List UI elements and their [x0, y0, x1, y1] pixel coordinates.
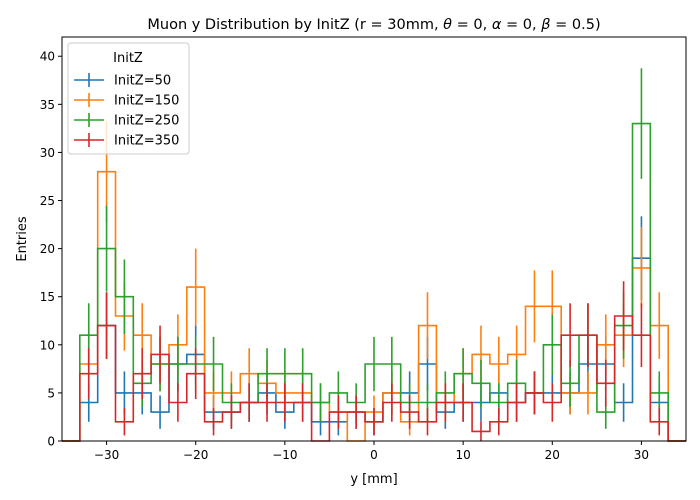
y-tick-label-5: 25: [40, 194, 55, 208]
series-InitZ=350: [62, 281, 686, 442]
y-tick-label-3: 15: [40, 290, 55, 304]
y-tick-label-7: 35: [40, 98, 55, 112]
legend-label-3: InitZ=350: [114, 134, 179, 149]
y-tick-label-1: 5: [47, 386, 55, 400]
legend-entry-3: InitZ=350: [74, 133, 179, 149]
legend-label-1: InitZ=150: [114, 94, 179, 109]
y-tick-label-0: 0: [47, 435, 55, 449]
legend-entry-2: InitZ=250: [74, 113, 179, 129]
y-axis-label: Entries: [15, 216, 30, 262]
x-tick-label-2: −10: [272, 448, 297, 462]
chart-title-text: Muon y Distribution by InitZ (r = 30mm,: [147, 17, 443, 33]
legend-entry-1: InitZ=150: [74, 93, 179, 109]
y-tick-label-6: 30: [40, 146, 55, 160]
x-tick-label-3: 0: [370, 448, 378, 462]
chart-title: Muon y Distribution by InitZ (r = 30mm, …: [147, 17, 600, 33]
legend-entries: InitZ=50 InitZ=150 InitZ=250 InitZ=350: [74, 73, 179, 149]
chart-title-math-0: θ: [443, 17, 452, 33]
legend-label-0: InitZ=50: [114, 74, 171, 89]
legend: InitZ InitZ=50 InitZ=150 InitZ=250 InitZ=35…: [67, 42, 190, 155]
chart-title-math-4: β: [540, 17, 550, 33]
y-tick-label-8: 40: [40, 50, 55, 64]
x-tick-label-4: 10: [456, 448, 471, 462]
legend-label-2: InitZ=250: [114, 114, 179, 129]
legend-title: InitZ: [113, 51, 143, 66]
x-tick-label-5: 20: [545, 448, 560, 462]
x-tick-label-6: 30: [634, 448, 649, 462]
x-axis-label: y [mm]: [350, 472, 397, 487]
chart-title-math-2: α: [492, 17, 502, 33]
y-tick-label-4: 20: [40, 242, 55, 256]
legend-frame: [67, 42, 190, 155]
chart-title-math-5: = 0.5: [551, 17, 595, 33]
chart-title-end: ): [595, 17, 601, 33]
x-tick-label-1: −20: [183, 448, 208, 462]
chart-title-math-3: = 0,: [501, 17, 541, 33]
legend-entry-0: InitZ=50: [74, 73, 171, 89]
series-layer: [62, 68, 686, 442]
y-axis: 0 5 10 15 20 25 30 35 40: [40, 50, 62, 449]
y-tick-label-2: 10: [40, 338, 55, 352]
x-tick-label-0: −30: [94, 448, 119, 462]
chart-title-math-1: = 0,: [452, 17, 492, 33]
x-axis: −30 −20 −10 0 10 20 30: [94, 441, 649, 462]
